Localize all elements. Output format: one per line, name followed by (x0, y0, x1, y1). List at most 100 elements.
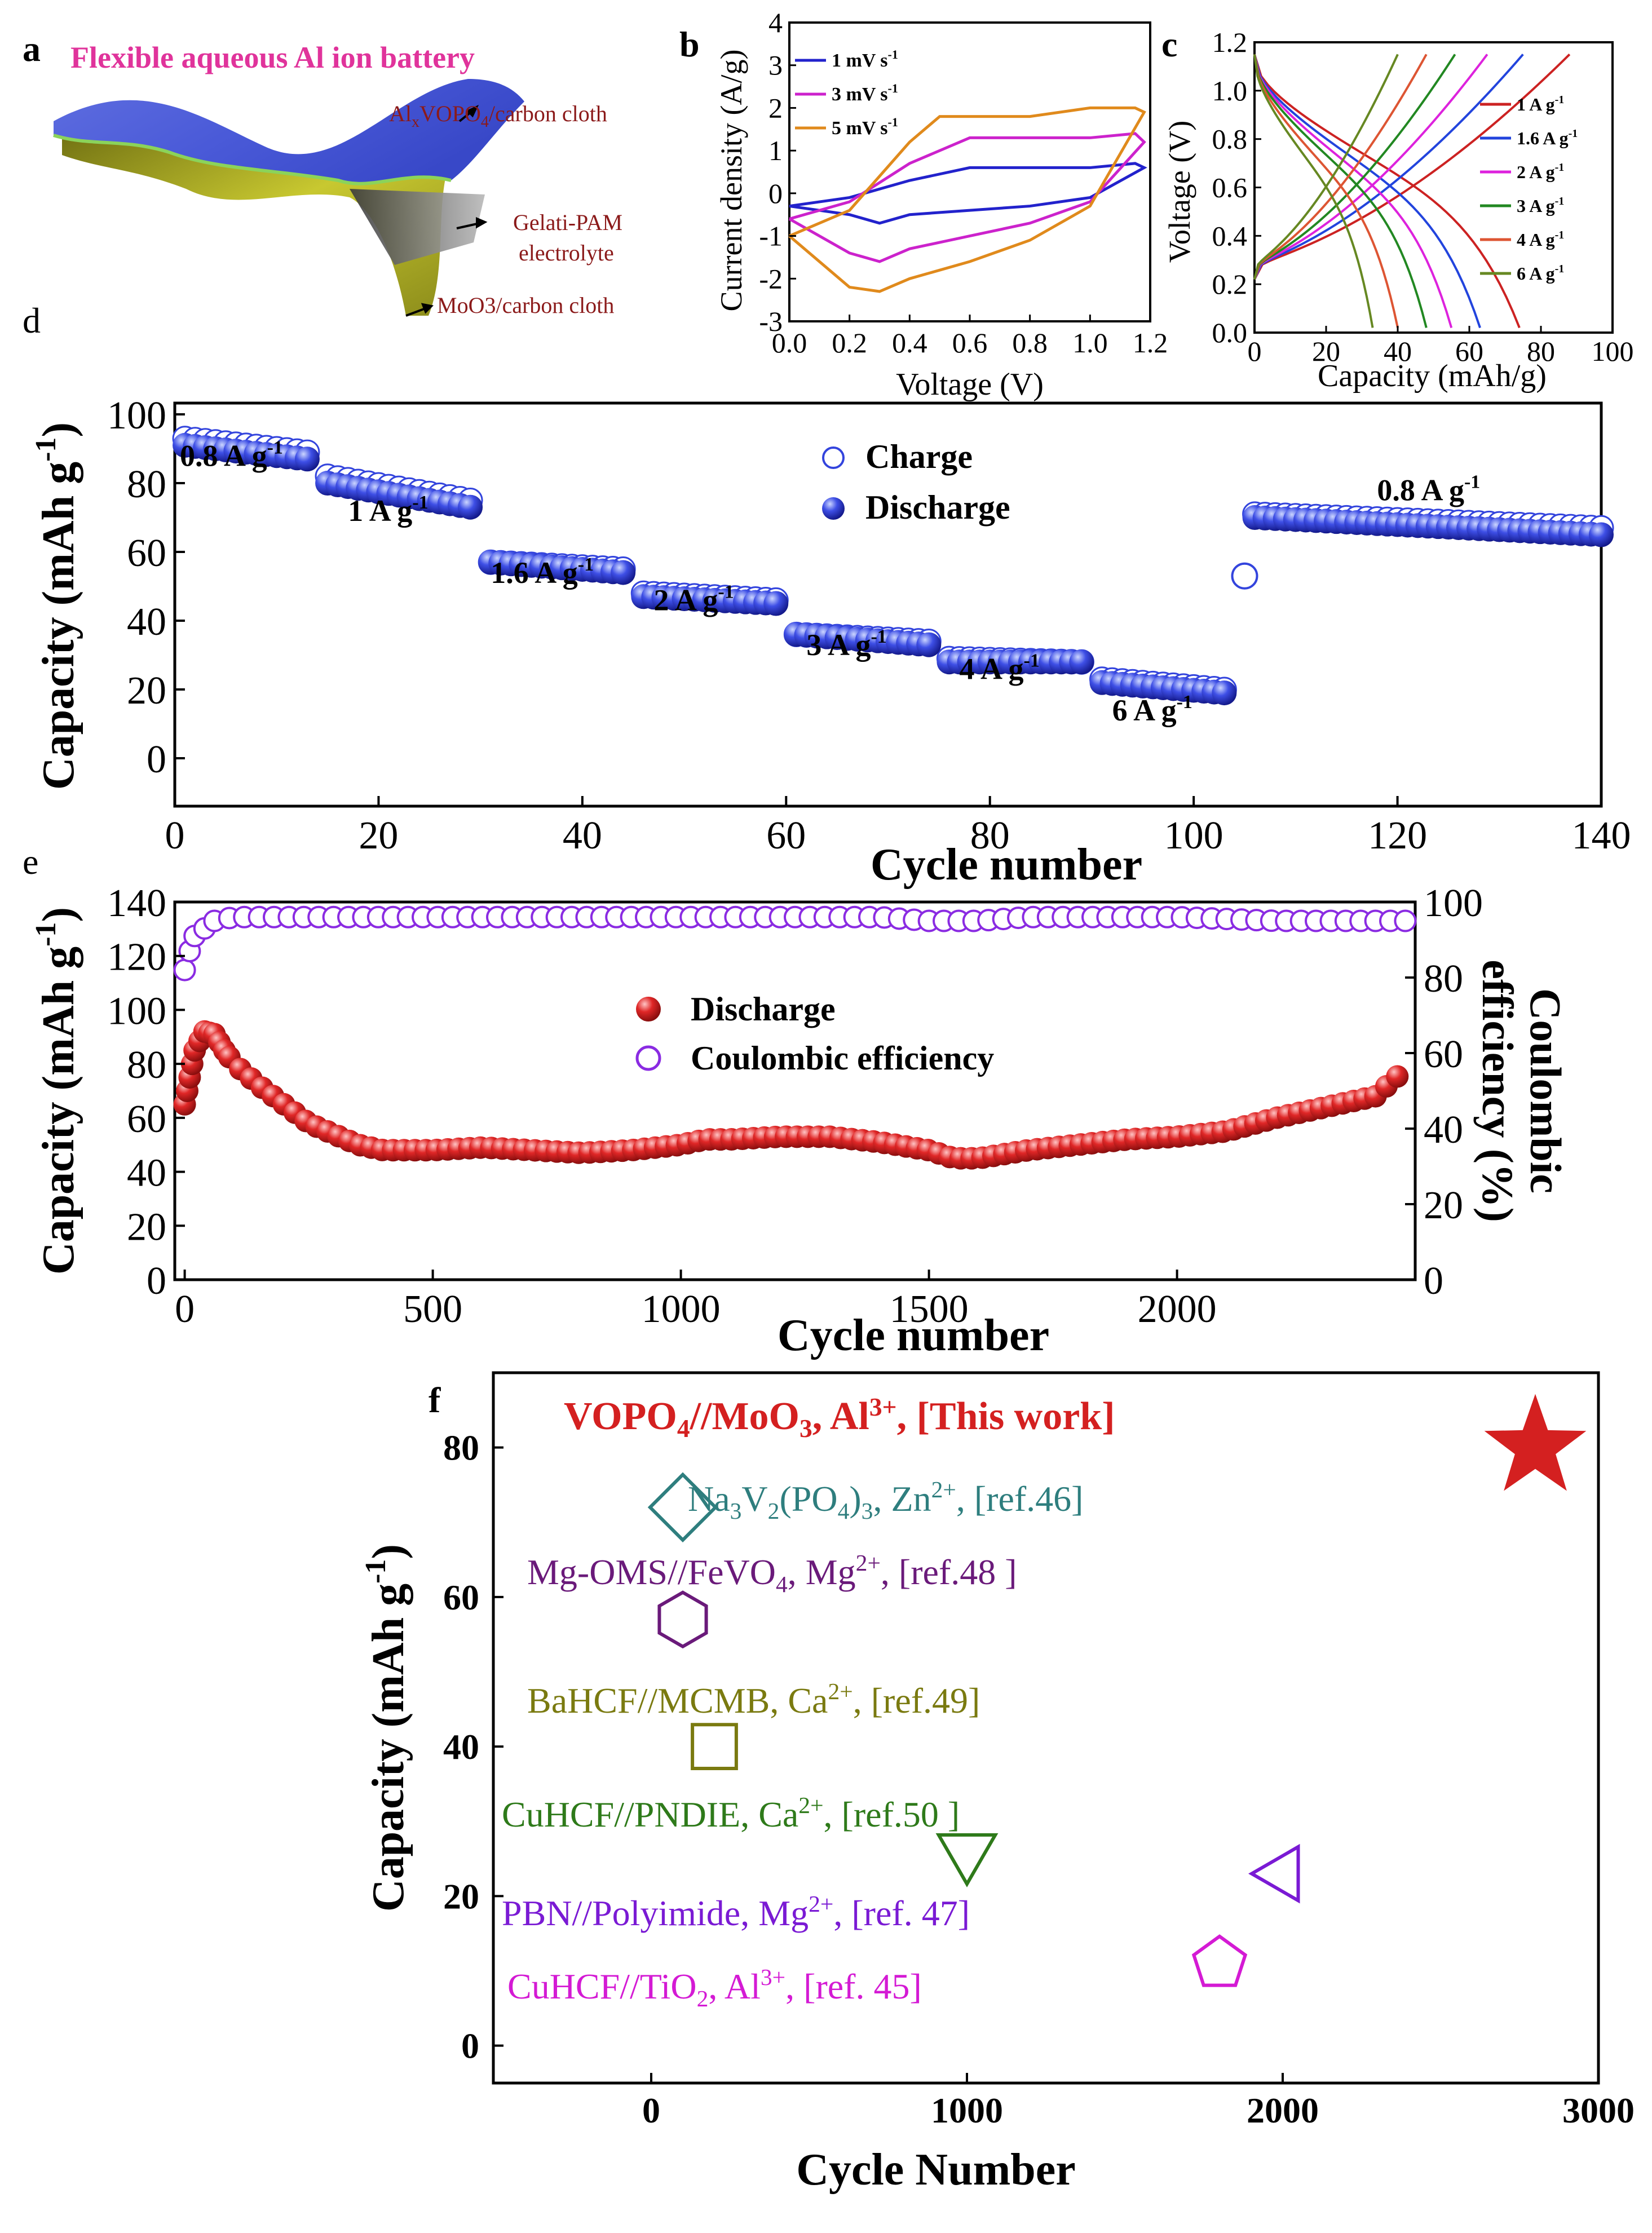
rate-xlabel: Cycle number (871, 840, 1142, 890)
ce-point (173, 958, 196, 981)
cv-ytick: 4 (768, 7, 783, 38)
marker-triangle-left (1248, 1843, 1300, 1904)
comparison-ytick: 60 (443, 1577, 479, 1617)
rate-label: 1.6 A g-1 (491, 554, 594, 590)
rate-xtick: 40 (563, 814, 602, 857)
panel-f: f 0 1000 2000 3000 0 20 40 60 80 VOPO4//MoO3, Al… (360, 1371, 1635, 2195)
rate-points (172, 426, 1614, 706)
cycle-plot-frame (173, 900, 1417, 1281)
rate-xtick: 80 (970, 814, 1010, 857)
gcd-xtick: 40 (1384, 335, 1412, 367)
cv-legend-2: 3 mV s-1 (832, 81, 898, 105)
gcd-legend-label: 4 A g-1 (1517, 229, 1564, 250)
cycle-ytick: 60 (127, 1098, 166, 1141)
comparison-markers (647, 1394, 1587, 1987)
cv-curve-3 (788, 106, 1146, 293)
comparison-xlabel: Cycle Number (796, 2145, 1075, 2195)
comparison-xtick: 2000 (1247, 2090, 1319, 2130)
comparison-ytick: 80 (443, 1428, 479, 1468)
comparison-xtick: 3000 (1562, 2090, 1635, 2130)
comparison-label: CuHCF//TiO2, Al3+, [ref. 45] (507, 1964, 922, 2011)
label-electrolyte-2: electrolyte (519, 240, 614, 266)
cv-ytick: 0 (768, 178, 783, 209)
rate-ytick: 40 (127, 600, 166, 644)
comparison-ytick: 40 (443, 1727, 479, 1767)
gcd-discharge-curve-6 (1253, 54, 1374, 328)
cv-xtick: 0.8 (1012, 327, 1048, 359)
cycle-xtick: 1000 (642, 1288, 721, 1331)
cv-curve-2 (788, 132, 1146, 263)
cycle-ytick: 120 (107, 936, 166, 979)
gcd-ytick: 0.6 (1212, 172, 1248, 204)
gcd-xtick: 80 (1527, 335, 1555, 367)
cycle-ytick: 20 (127, 1205, 166, 1249)
rate-ytick: 60 (127, 532, 166, 575)
discharge-point (1212, 680, 1237, 706)
cv-legend-3: 5 mV s-1 (832, 115, 898, 139)
panel-d: d 0 20 40 60 80 100 120 140 0 20 40 60 80 100 0.8 A g… (23, 300, 1631, 890)
cv-curves (788, 106, 1147, 293)
gcd-ytick: 0.4 (1212, 220, 1248, 251)
label-cathode: AlxVOPO4/carbon cloth (389, 101, 607, 131)
cycle-ytick: 140 (107, 882, 166, 925)
battery-title: Flexible aqueous Al ion battery (70, 41, 475, 74)
cycle-y2tick: 20 (1424, 1184, 1463, 1227)
label-electrolyte-1: Gelati-PAM (513, 210, 622, 235)
gcd-discharge-curve-1 (1253, 54, 1521, 329)
panel-b: b 0.0 0.2 0.4 0.6 0.8 1.0 1.2 -3 -2 -1 0 1 2 3 4 Volta… (679, 7, 1168, 402)
cycle-y2tick: 80 (1424, 957, 1463, 1001)
gcd-charge-curve-1 (1253, 54, 1571, 280)
gcd-discharge-curve-3 (1253, 54, 1453, 328)
marker-square (691, 1723, 738, 1771)
rate-xtick: 60 (766, 814, 806, 857)
marker-pentagon (1191, 1934, 1248, 1987)
discharge-point (458, 494, 483, 520)
rate-ytick: 20 (127, 669, 166, 713)
cv-ticks: 0.0 0.2 0.4 0.6 0.8 1.0 1.2 -3 -2 -1 0 1 2 3 4 (759, 7, 1168, 359)
marker-diamond (647, 1472, 718, 1542)
cv-xtick: 1.0 (1072, 327, 1108, 359)
marker-triangle-down (935, 1833, 999, 1887)
rate-xtick: 100 (1164, 814, 1223, 857)
legend-e-discharge-label: Discharge (691, 991, 836, 1028)
comparison-plot-frame (492, 1371, 1600, 2085)
callout-arrows (405, 104, 488, 317)
cv-ytick: 1 (768, 135, 783, 166)
cv-ytick: -1 (759, 220, 783, 252)
cycle-points (173, 905, 1417, 1170)
discharge-e-point (1386, 1065, 1409, 1088)
gcd-legend-label: 1 A g-1 (1517, 94, 1564, 114)
panel-letter-b: b (679, 24, 700, 64)
comparison-label: Mg-OMS//FeVO4, Mg2+, [ref.48 ] (527, 1550, 1017, 1597)
rate-ticks: 0 20 40 60 80 100 120 140 0 20 40 60 80 100 (107, 394, 1631, 857)
gcd-xtick: 20 (1312, 335, 1340, 367)
cycle-ytick: 0 (147, 1259, 166, 1303)
legend-e-ce-marker (635, 1045, 661, 1071)
rate-xtick: 140 (1572, 814, 1631, 857)
cv-legend-1: 1 mV s-1 (832, 47, 898, 71)
cv-ytick: -3 (759, 306, 783, 337)
comparison-ylabel: Capacity (mAh g-1) (360, 1544, 413, 1912)
rate-label: 4 A g-1 (960, 651, 1040, 686)
cycle-ytick: 40 (127, 1152, 166, 1195)
cv-legend: 1 mV s-1 3 mV s-1 5 mV s-1 (795, 47, 898, 139)
gcd-xtick: 60 (1455, 335, 1483, 367)
rate-xtick: 20 (359, 814, 398, 857)
cycle-y2tick: 40 (1424, 1108, 1463, 1152)
rate-legend: Charge Discharge (822, 438, 1010, 526)
comparison-ytick: 0 (461, 2026, 479, 2066)
cycle-y2label-1: Coulombic (1521, 988, 1570, 1193)
comparison-ticks: 0 1000 2000 3000 0 20 40 60 80 (443, 1428, 1635, 2130)
cv-xlabel: Voltage (V) (896, 367, 1044, 402)
gcd-ytick: 0.8 (1212, 123, 1248, 155)
gcd-legend-label: 2 A g-1 (1517, 161, 1564, 182)
panel-a: a Flexible aqueous Al ion battery AlxVOP… (23, 29, 622, 318)
panel-e: e 0 500 1000 1500 20000204060801001201400204… (23, 842, 1570, 1360)
gcd-discharge-curve-5 (1253, 54, 1399, 328)
gcd-charge-curve-3 (1253, 54, 1488, 280)
comparison-xtick: 0 (642, 2090, 660, 2130)
discharge-point (611, 560, 636, 585)
panel-c: c 0 20 40 60 80 100 0.0 0.2 0.4 0.6 0.8 1.0 1.2 Capa… (1161, 24, 1634, 393)
cycle-y2label-2: efficiency (%) (1473, 959, 1522, 1222)
